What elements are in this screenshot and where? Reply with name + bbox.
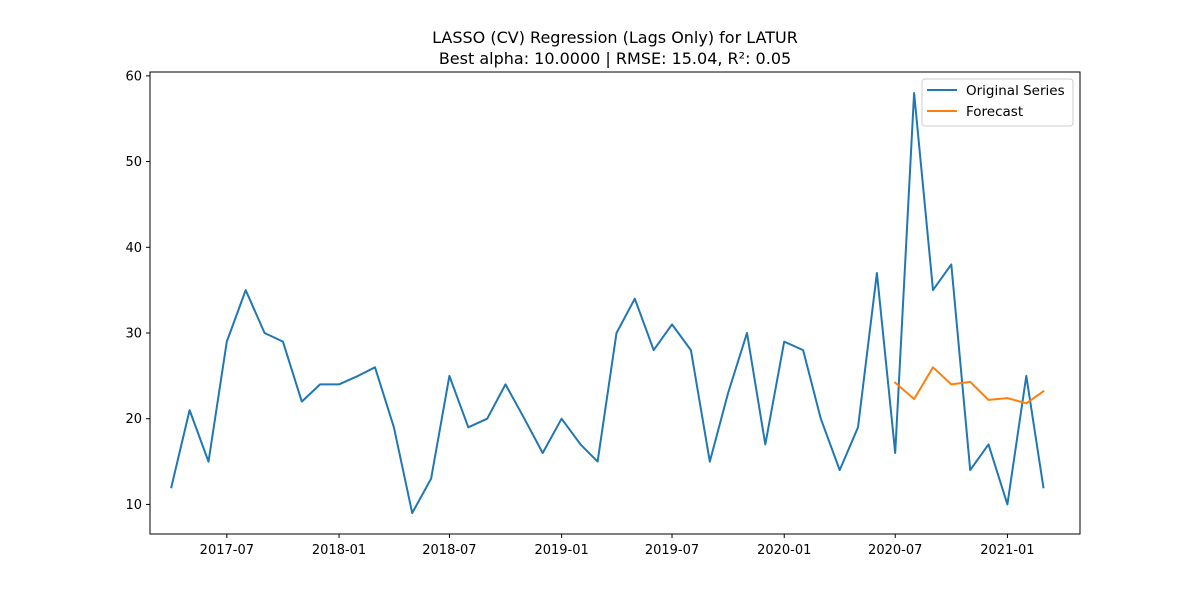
chart-title: LASSO (CV) Regression (Lags Only) for LA… bbox=[432, 28, 798, 47]
y-tick-label: 60 bbox=[125, 69, 142, 84]
y-tick-label: 30 bbox=[125, 327, 142, 342]
axes-frame bbox=[149, 71, 1081, 535]
legend-label-forecast: Forecast bbox=[966, 104, 1023, 120]
plot-area: 10 20 30 40 50 60 2017-07 2018-01 2018-07 2019-01… bbox=[125, 69, 1081, 558]
legend-label-original-series: Original Series bbox=[966, 83, 1065, 99]
chart-subtitle: Best alpha: 10.0000 | RMSE: 15.04, R²: 0… bbox=[439, 49, 791, 68]
series-line-forecast bbox=[893, 366, 1045, 405]
x-tick-label: 2021-01 bbox=[980, 543, 1034, 558]
y-tick-label: 40 bbox=[125, 241, 142, 256]
y-tick-label: 50 bbox=[125, 155, 142, 170]
y-tick-label: 20 bbox=[125, 412, 142, 427]
x-tick-label: 2019-07 bbox=[645, 543, 699, 558]
x-tick-label: 2019-01 bbox=[534, 543, 588, 558]
legend: Original Series Forecast bbox=[921, 78, 1074, 127]
x-tick-label: 2017-07 bbox=[200, 543, 254, 558]
legend-frame bbox=[921, 78, 1074, 127]
y-tick-label: 10 bbox=[125, 498, 142, 513]
x-tick-label: 2018-07 bbox=[422, 543, 476, 558]
x-tick-label: 2020-07 bbox=[868, 543, 922, 558]
x-tick-label: 2018-01 bbox=[312, 543, 366, 558]
series-line-original-series bbox=[170, 92, 1045, 514]
x-tick-label: 2020-01 bbox=[757, 543, 811, 558]
